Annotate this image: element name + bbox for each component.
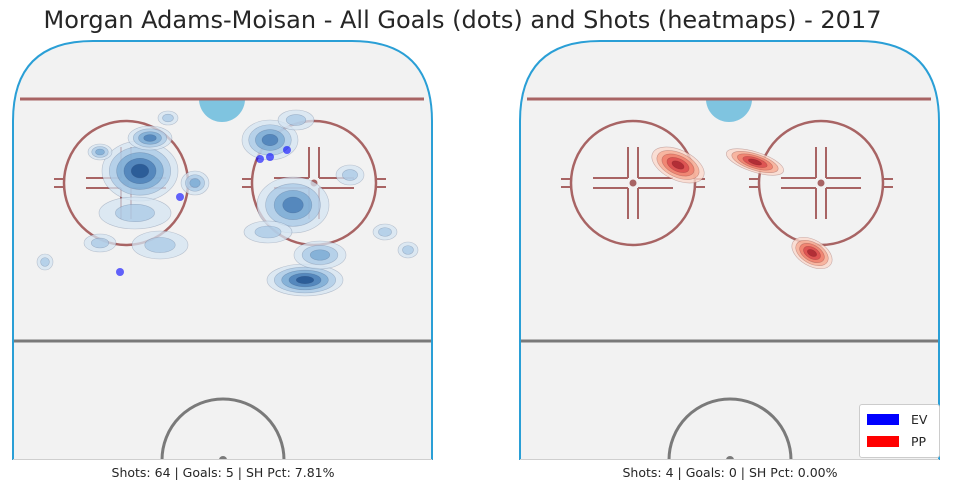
heat-cluster <box>372 223 398 241</box>
heat-cluster <box>726 148 784 176</box>
caption-pp: Shots: 4 | Goals: 0 | SH Pct: 0.00% <box>622 465 838 480</box>
goal-crease <box>199 99 245 122</box>
heat-cluster <box>36 253 54 271</box>
heat-cluster <box>87 143 113 161</box>
goal-dot <box>266 153 274 161</box>
boards <box>519 40 940 460</box>
goal-crease <box>706 99 752 122</box>
heat-cluster <box>256 176 330 234</box>
heat-cluster <box>101 140 179 202</box>
legend-swatch-pp <box>867 436 899 447</box>
heat-cluster <box>180 170 210 196</box>
heat-cluster <box>293 240 347 270</box>
legend-swatch-ev <box>867 414 899 425</box>
legend-label-ev: EV <box>911 412 928 427</box>
heat-cluster <box>243 220 293 244</box>
heat-cluster <box>266 263 344 297</box>
legend-label-pp: PP <box>911 434 927 449</box>
rink-pp <box>519 40 940 460</box>
heat-cluster <box>241 119 299 161</box>
heat-cluster <box>127 125 173 151</box>
goal-dot <box>283 146 291 154</box>
heat-cluster <box>651 146 705 184</box>
heat-cluster <box>277 109 315 131</box>
goal-dot <box>116 268 124 276</box>
legend: EV PP <box>859 404 940 458</box>
heat-cluster <box>83 233 117 253</box>
rink-surface <box>520 41 939 460</box>
caption-ev: Shots: 64 | Goals: 5 | SH Pct: 7.81% <box>111 465 335 480</box>
heat-cluster <box>98 196 172 230</box>
faceoff-dot-left <box>629 179 637 187</box>
heat-cluster <box>791 236 833 270</box>
faceoff-hashmarks-right <box>749 147 893 219</box>
chart-title: Morgan Adams-Moisan - All Goals (dots) a… <box>43 6 882 34</box>
goal-dot <box>256 155 264 163</box>
faceoff-dot-right <box>817 179 825 187</box>
heatmap-ev <box>36 109 419 297</box>
goal-dot <box>176 193 184 201</box>
rink-ev <box>12 40 433 460</box>
rink-surface <box>13 41 432 460</box>
heatmap-pp <box>651 146 833 270</box>
faceoff-circle-left <box>569 119 697 247</box>
center-circle <box>160 397 286 460</box>
center-circle <box>667 397 793 460</box>
heat-cluster <box>335 164 365 186</box>
heat-cluster <box>157 110 179 126</box>
boards <box>12 40 433 460</box>
heat-cluster <box>131 230 189 260</box>
heat-cluster <box>397 241 419 259</box>
faceoff-hashmarks-left <box>561 147 705 219</box>
